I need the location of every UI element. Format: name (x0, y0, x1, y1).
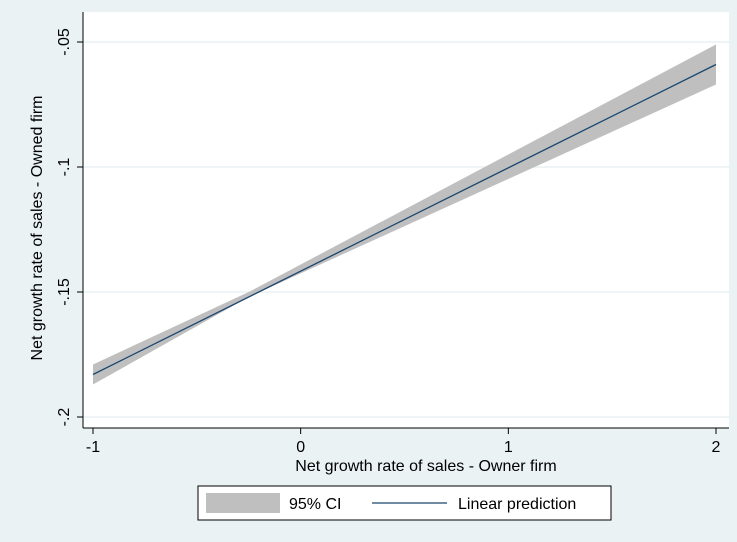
legend: 95% CI Linear prediction (197, 485, 612, 521)
x-tick-label: 0 (296, 439, 305, 456)
y-tick-label: -.1 (56, 158, 73, 177)
y-tick-label: -.2 (56, 408, 73, 427)
y-tick-label: -.15 (56, 278, 73, 306)
legend-swatch-ci (206, 493, 280, 513)
legend-label-line: Linear prediction (458, 496, 576, 513)
axes (82, 12, 729, 429)
x-ticks: -1 0 1 2 (86, 428, 721, 456)
x-tick-label: 2 (712, 439, 721, 456)
x-tick-label: -1 (86, 439, 100, 456)
legend-label-ci: 95% CI (289, 496, 341, 513)
y-axis-title: Net growth rate of sales - Owned firm (29, 96, 46, 361)
ci-band (93, 44, 716, 385)
x-axis-title: Net growth rate of sales - Owner firm (295, 458, 556, 475)
x-tick-label: 1 (504, 439, 513, 456)
gridlines (83, 41, 729, 418)
prediction-line (92, 63, 717, 376)
y-tick-label: -.05 (56, 28, 73, 56)
y-ticks: -.2 -.15 -.1 -.05 (56, 28, 83, 426)
